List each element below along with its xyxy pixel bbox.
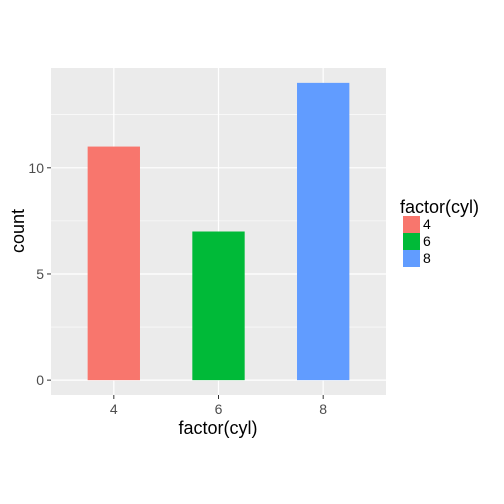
legend-key-6 <box>403 233 420 250</box>
legend-label-8: 8 <box>423 250 431 266</box>
x-tick-label-1: 6 <box>215 401 223 417</box>
bars <box>87 82 350 381</box>
y-axis: 0 5 10 <box>28 160 51 388</box>
legend: factor(cyl) 4 6 8 <box>400 197 479 267</box>
y-tick-label-0: 0 <box>36 372 44 388</box>
legend-title: factor(cyl) <box>400 197 479 217</box>
y-axis-title: count <box>8 209 28 253</box>
bar-6 <box>192 231 245 381</box>
x-axis-title: factor(cyl) <box>178 418 257 438</box>
x-tick-label-2: 8 <box>319 401 327 417</box>
x-tick-label-0: 4 <box>110 401 118 417</box>
legend-key-4 <box>403 216 420 233</box>
y-tick-label-1: 5 <box>36 266 44 282</box>
legend-label-6: 6 <box>423 233 431 249</box>
bar-8 <box>297 82 350 381</box>
legend-label-4: 4 <box>423 216 431 232</box>
x-axis: 4 6 8 <box>110 395 327 417</box>
y-tick-label-2: 10 <box>28 160 44 176</box>
legend-key-8 <box>403 250 420 267</box>
bar-4 <box>87 146 140 381</box>
